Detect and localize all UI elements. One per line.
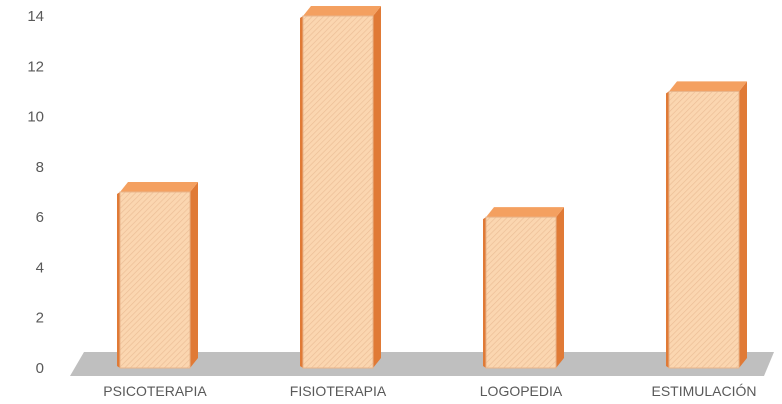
bar-top xyxy=(303,6,381,16)
bar-top xyxy=(486,207,564,218)
y-tick-label: 14 xyxy=(27,8,44,25)
bar-side xyxy=(190,182,198,368)
bar xyxy=(483,207,564,369)
bar-side xyxy=(556,207,564,368)
bars xyxy=(117,6,747,369)
bar xyxy=(117,182,198,369)
x-tick-label: LOGOPEDIA xyxy=(480,383,563,399)
bar-front xyxy=(119,191,191,369)
bar-edge xyxy=(300,16,303,368)
bar xyxy=(300,6,381,369)
bar-edge xyxy=(666,91,669,368)
y-tick-label: 6 xyxy=(36,209,44,226)
bar-front xyxy=(668,90,740,369)
y-tick-label: 8 xyxy=(36,159,44,176)
chart-floor xyxy=(70,352,774,376)
y-axis: 0 2 4 6 8 10 12 14 xyxy=(27,8,44,377)
bar-top xyxy=(120,182,198,192)
x-axis: PSICOTERAPIA FISIOTERAPIA LOGOPEDIA ESTIMUL… xyxy=(103,383,756,399)
y-tick-label: 0 xyxy=(36,360,44,377)
bar-edge xyxy=(483,217,486,368)
bar-edge xyxy=(117,192,120,368)
y-tick-label: 2 xyxy=(36,310,44,327)
chart-floor-layer xyxy=(70,352,774,376)
x-tick-label: FISIOTERAPIA xyxy=(290,383,387,399)
bar-top xyxy=(669,81,747,92)
y-tick-label: 10 xyxy=(27,109,44,126)
bar-side xyxy=(739,81,747,368)
bar xyxy=(666,81,747,369)
y-tick-label: 4 xyxy=(36,259,44,276)
bar-front xyxy=(485,216,557,369)
x-tick-label: ESTIMULACIÓN xyxy=(651,383,756,399)
x-tick-label: PSICOTERAPIA xyxy=(103,383,207,399)
bar-side xyxy=(373,6,381,368)
y-tick-label: 12 xyxy=(27,58,44,75)
bar-front xyxy=(302,15,374,369)
